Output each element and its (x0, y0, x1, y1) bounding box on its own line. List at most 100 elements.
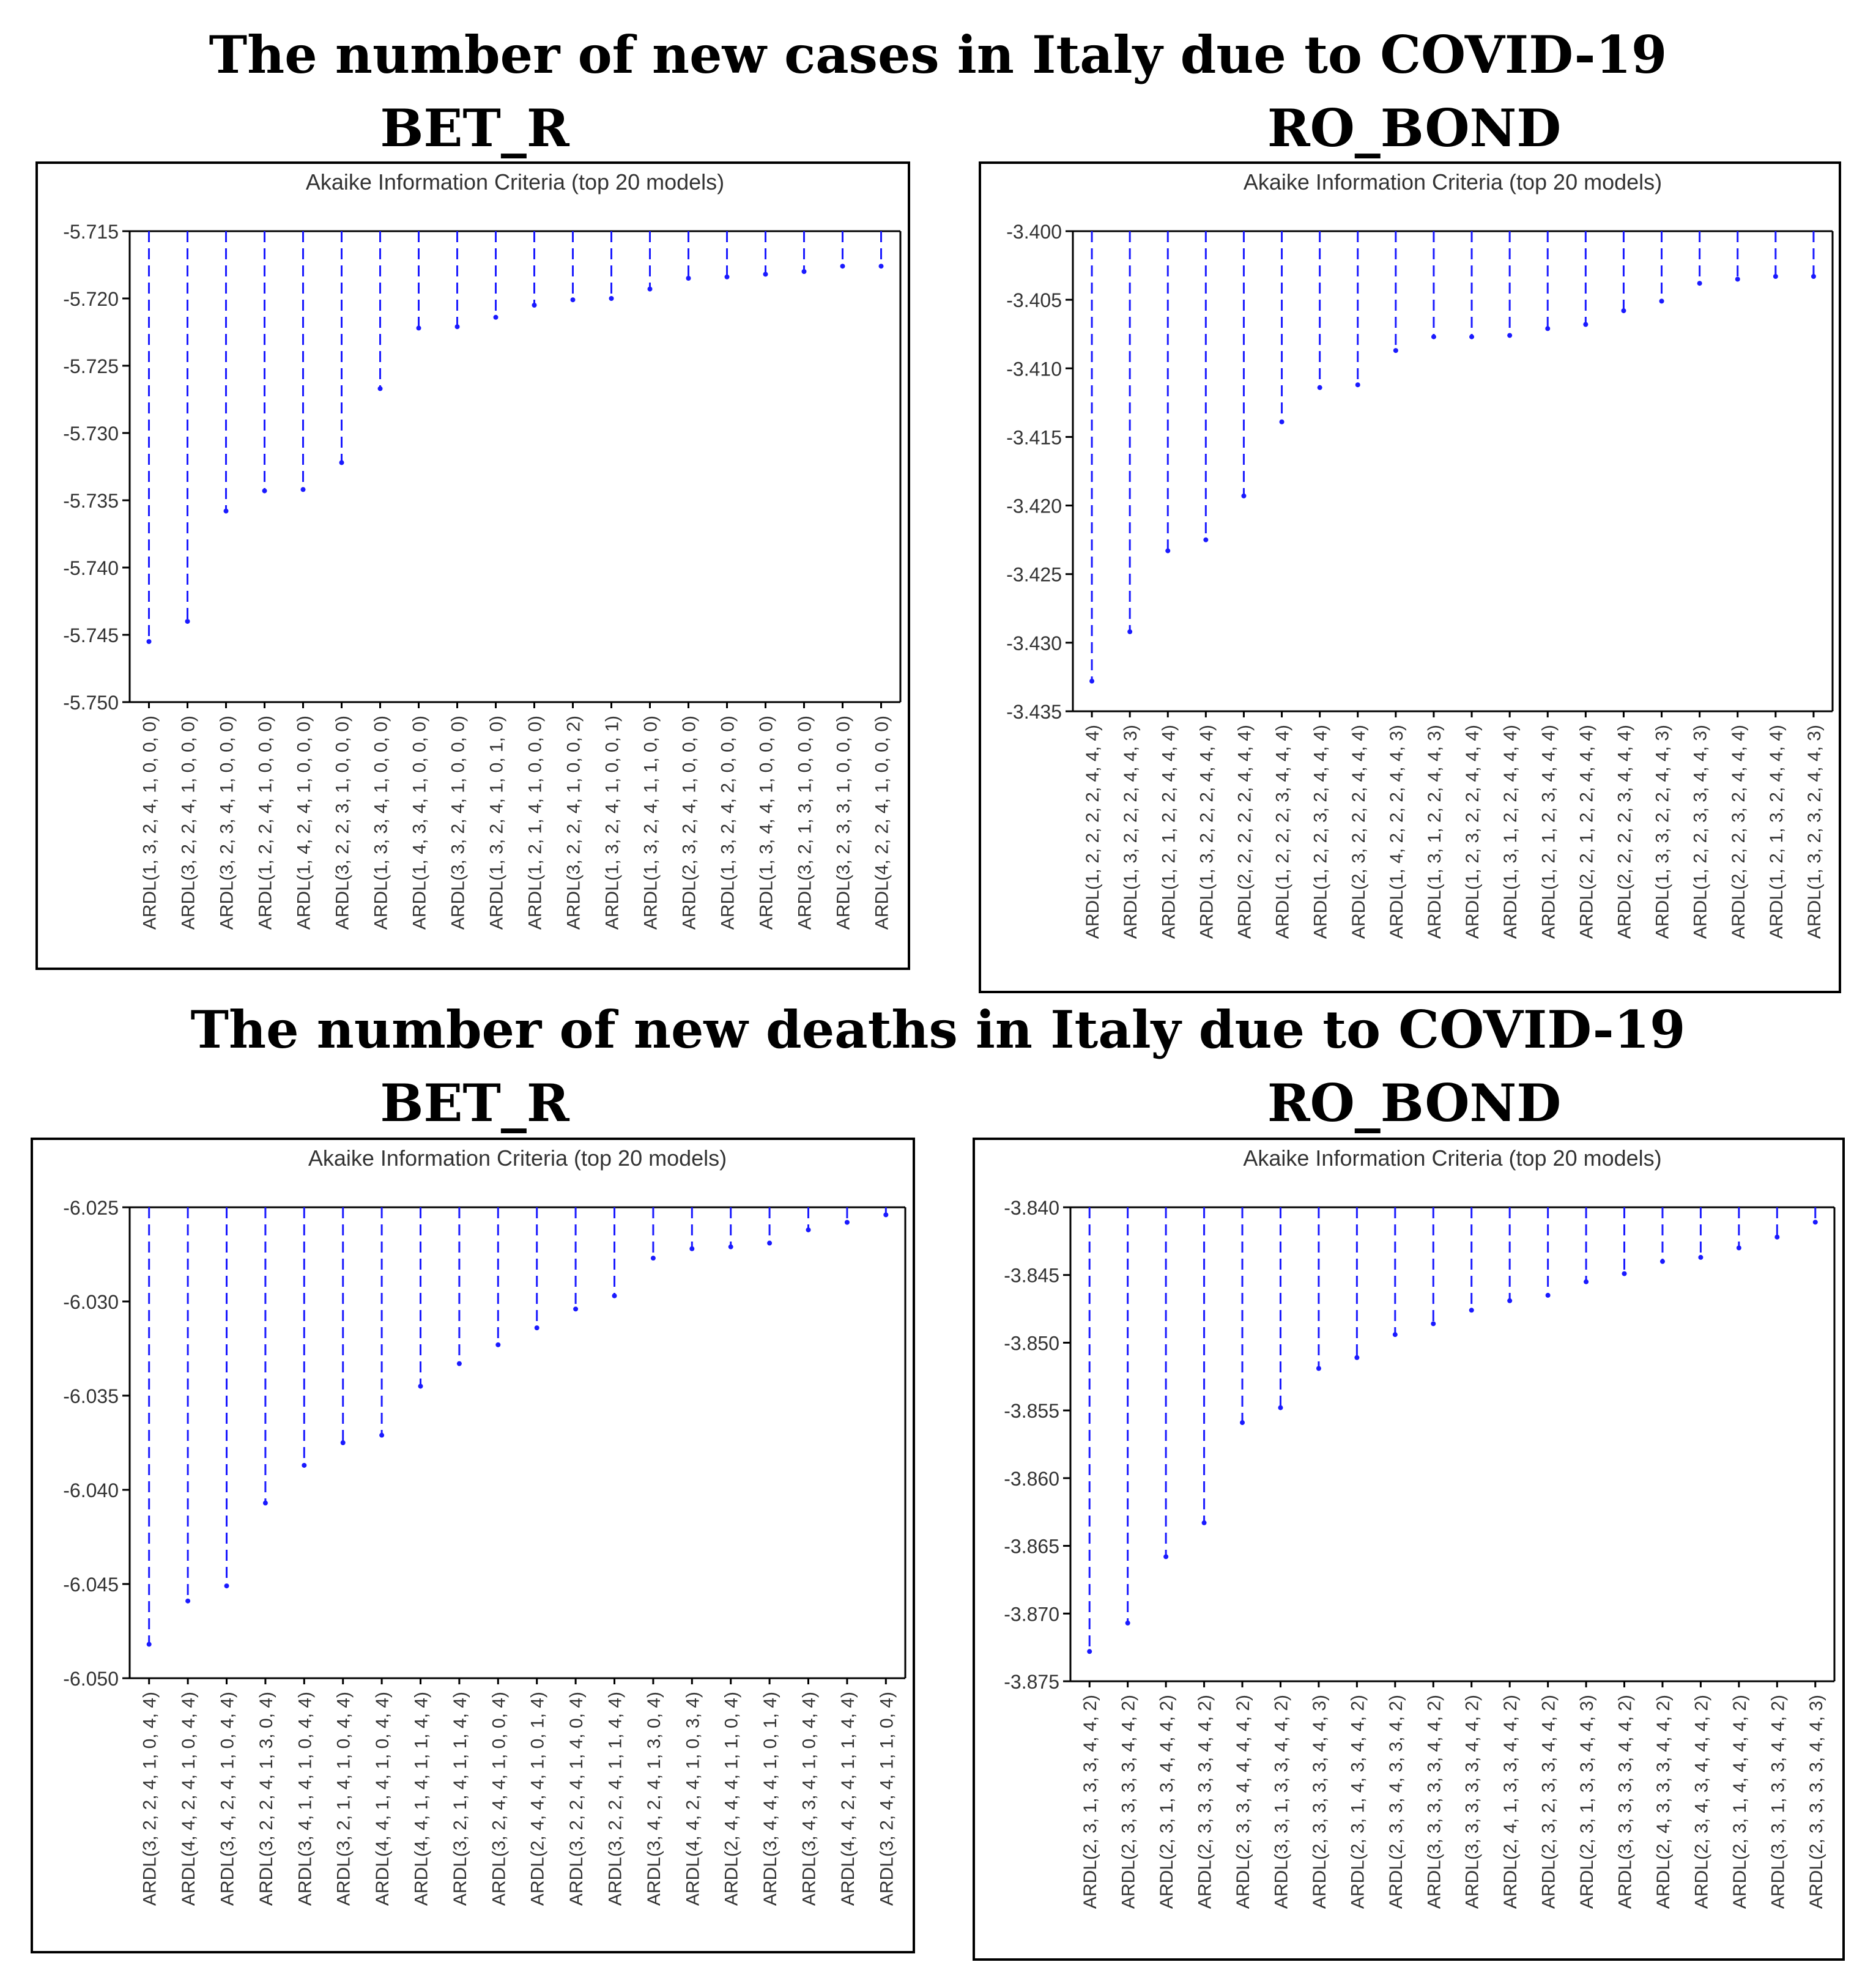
bar-end-marker (1659, 298, 1664, 304)
category-label: ARDL(1, 3, 2, 2, 2, 4, 4, 4) (1196, 725, 1217, 939)
bar-end-marker (1278, 1405, 1283, 1410)
y-tick-label: -3.845 (1004, 1265, 1059, 1287)
category-label: ARDL(1, 3, 2, 3, 2, 4, 4, 3) (1804, 725, 1825, 939)
bar-end-marker (763, 272, 768, 277)
category-label: ARDL(2, 4, 4, 4, 1, 0, 1, 4) (528, 1692, 548, 1906)
category-label: ARDL(3, 2, 1, 4, 1, 0, 4, 4) (334, 1692, 354, 1906)
category-label: ARDL(2, 3, 1, 3, 3, 4, 4, 3) (1577, 1695, 1597, 1909)
category-label: ARDL(2, 2, 2, 2, 2, 4, 4, 4) (1234, 725, 1255, 939)
bar-end-marker (1355, 382, 1360, 388)
category-label: ARDL(3, 4, 1, 4, 1, 0, 4, 4) (295, 1692, 315, 1906)
y-tick-label: -6.030 (63, 1291, 119, 1313)
bar-end-marker (493, 314, 499, 320)
label-deaths-bet-r: BET_R (380, 1073, 569, 1133)
category-label: ARDL(1, 3, 2, 4, 1, 0, 0, 0) (140, 716, 160, 930)
y-tick-label: -3.860 (1004, 1468, 1059, 1490)
bar-end-marker (1241, 493, 1247, 498)
y-tick-label: -5.720 (63, 288, 119, 310)
category-label: ARDL(4, 4, 1, 4, 1, 1, 4, 4) (412, 1692, 432, 1906)
bar-end-marker (883, 1212, 889, 1218)
chart-deaths-bet-r: Akaike Information Criteria (top 20 mode… (63, 1146, 906, 1906)
bar-end-marker (767, 1240, 773, 1246)
y-tick-label: -3.420 (1006, 495, 1062, 517)
category-label: ARDL(1, 2, 1, 4, 1, 0, 0, 0) (525, 716, 546, 930)
label-cases-ro-bond: RO_BOND (1267, 98, 1562, 158)
category-label: ARDL(2, 3, 3, 3, 3, 4, 4, 2) (1195, 1695, 1215, 1909)
y-tick-label: -3.410 (1006, 358, 1062, 380)
bar-end-marker (418, 1383, 423, 1389)
category-label: ARDL(2, 3, 3, 4, 3, 3, 4, 2) (1386, 1695, 1406, 1909)
category-label: ARDL(1, 3, 3, 4, 1, 0, 0, 0) (371, 716, 391, 930)
category-label: ARDL(4, 4, 1, 4, 1, 0, 4, 4) (373, 1692, 393, 1906)
y-tick-label: -5.730 (63, 423, 119, 445)
category-label: ARDL(4, 4, 2, 4, 1, 1, 4, 4) (838, 1692, 858, 1906)
y-tick-label: -5.735 (63, 490, 119, 512)
bar-end-marker (1545, 326, 1551, 331)
y-tick-label: -5.750 (63, 692, 119, 714)
bar-end-marker (1392, 1332, 1398, 1338)
category-label: ARDL(2, 3, 3, 3, 3, 4, 4, 2) (1119, 1695, 1139, 1909)
bar-end-marker (647, 286, 653, 292)
category-label: ARDL(2, 4, 1, 3, 3, 4, 4, 2) (1500, 1695, 1521, 1909)
bar-end-marker (454, 324, 460, 330)
category-label: ARDL(3, 4, 3, 4, 1, 0, 4, 4) (799, 1692, 820, 1906)
bar-end-marker (339, 460, 344, 465)
category-label: ARDL(2, 2, 2, 3, 2, 4, 4, 4) (1729, 725, 1749, 939)
y-tick-label: -3.435 (1006, 701, 1062, 723)
bar-end-marker (262, 1500, 268, 1506)
category-label: ARDL(1, 2, 3, 2, 2, 4, 4, 4) (1463, 725, 1483, 939)
category-label: ARDL(1, 3, 2, 4, 1, 0, 0, 1) (602, 716, 623, 930)
bar-end-marker (1507, 1298, 1513, 1303)
y-tick-label: -5.715 (63, 221, 119, 243)
category-label: ARDL(3, 3, 2, 4, 1, 0, 0, 0) (448, 716, 469, 930)
bar-end-marker (1812, 1220, 1818, 1225)
category-label: ARDL(1, 3, 3, 2, 2, 4, 4, 3) (1653, 725, 1673, 939)
y-tick-label: -5.725 (63, 355, 119, 377)
category-label: ARDL(1, 2, 2, 2, 2, 4, 4, 4) (1083, 725, 1103, 939)
bar-end-marker (844, 1220, 850, 1225)
chart-title: Akaike Information Criteria (top 20 mode… (306, 169, 724, 194)
category-label: ARDL(1, 3, 4, 4, 1, 0, 0, 0) (757, 716, 777, 930)
category-label: ARDL(1, 3, 2, 4, 1, 1, 0, 0) (641, 716, 661, 930)
bar-end-marker (840, 264, 845, 269)
bar-end-marker (1393, 348, 1398, 353)
category-label: ARDL(1, 3, 1, 2, 2, 4, 4, 4) (1500, 725, 1521, 939)
chart-panel-cases-ro-bond: Akaike Information Criteria (top 20 mode… (979, 161, 1841, 993)
y-tick-label: -3.875 (1004, 1671, 1059, 1693)
bar-end-marker (1583, 322, 1589, 327)
category-label: ARDL(3, 2, 2, 4, 1, 3, 0, 4) (256, 1692, 276, 1906)
bar-end-marker (1317, 385, 1322, 390)
category-label: ARDL(2, 3, 2, 3, 3, 4, 4, 2) (1539, 1695, 1559, 1909)
bar-end-marker (377, 386, 383, 391)
y-tick-label: -3.855 (1004, 1400, 1059, 1422)
category-label: ARDL(3, 2, 3, 3, 1, 0, 0, 0) (834, 716, 854, 930)
category-label: ARDL(1, 2, 2, 2, 3, 4, 4, 4) (1273, 725, 1293, 939)
bar-end-marker (1469, 1308, 1474, 1313)
bar-end-marker (1774, 1234, 1780, 1240)
y-tick-label: -6.045 (63, 1574, 119, 1596)
y-tick-label: -3.405 (1006, 289, 1062, 311)
y-tick-label: -3.840 (1004, 1197, 1059, 1219)
category-label: ARDL(3, 4, 4, 4, 1, 0, 1, 4) (760, 1692, 780, 1906)
category-label: ARDL(3, 3, 1, 3, 3, 4, 4, 2) (1271, 1695, 1291, 1909)
y-tick-label: -5.745 (63, 624, 119, 646)
chart-title: Akaike Information Criteria (top 20 mode… (308, 1146, 727, 1171)
category-label: ARDL(3, 2, 4, 4, 1, 1, 0, 4) (877, 1692, 897, 1906)
category-label: ARDL(1, 2, 1, 2, 2, 4, 4, 4) (1159, 725, 1179, 939)
bar-end-marker (262, 488, 267, 494)
category-label: ARDL(1, 4, 3, 4, 1, 0, 0, 0) (410, 716, 430, 930)
bar-end-marker (806, 1227, 811, 1232)
bar-end-marker (1431, 334, 1436, 339)
bar-end-marker (570, 297, 576, 303)
category-label: ARDL(2, 3, 3, 4, 4, 4, 4, 2) (1233, 1695, 1253, 1909)
bar-end-marker (185, 1598, 191, 1604)
category-label: ARDL(2, 3, 4, 3, 4, 4, 4, 2) (1691, 1695, 1711, 1909)
bar-end-marker (416, 325, 421, 331)
label-deaths-ro-bond: RO_BOND (1267, 1073, 1562, 1133)
bar-end-marker (146, 1642, 152, 1647)
bar-end-marker (1698, 1254, 1704, 1260)
category-label: ARDL(2, 2, 2, 2, 3, 4, 4, 4) (1614, 725, 1634, 939)
bar-end-marker (1125, 1620, 1130, 1626)
bar-end-marker (609, 296, 614, 301)
category-label: ARDL(1, 2, 2, 3, 2, 4, 4, 4) (1311, 725, 1331, 939)
